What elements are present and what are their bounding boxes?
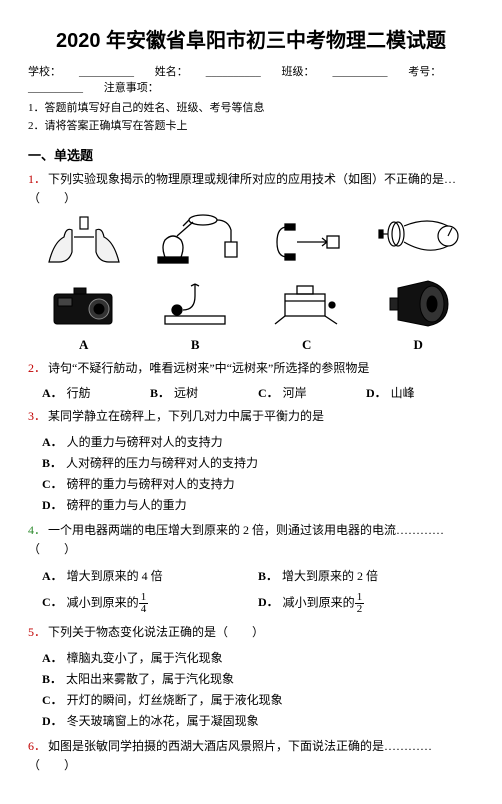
q2-stem: 诗句“不疑行舫动，唯看远树来”中“远树来”所选择的参照物是 [48, 361, 369, 375]
examno-line: __________ [28, 82, 83, 94]
q4-opt-b: B．增大到原来的 2 倍 [258, 567, 474, 584]
school-label: 学校： [28, 66, 61, 78]
figure-a-top [39, 209, 129, 269]
question-3: 3．某同学静立在磅秤上，下列几对力中属于平衡力的是 [28, 407, 474, 426]
question-6: 6．如图是张敏同学拍摄的西湖大酒店风景照片，下面说法正确的是…………（ ） [28, 737, 474, 774]
q4-opt-d: D．减小到原来的12 [258, 592, 474, 615]
class-line: __________ [333, 66, 388, 78]
question-1: 1．下列实验现象揭示的物理原理或规律所对应的应用技术（如图）不正确的是…（ ） [28, 170, 474, 207]
q3-opt-a: A．人的重力与磅秤对人的支持力 [42, 433, 474, 450]
figure-c-bottom [262, 273, 352, 333]
q5-stem: 下列关于物态变化说法正确的是（ ） [48, 625, 264, 639]
meta-row: 学校： __________ 姓名： __________ 班级： _________… [28, 63, 474, 95]
question-4: 4．一个用电器两端的电压增大到原来的 2 倍，则通过该用电器的电流…………（ ） [28, 521, 474, 558]
note-1: 1．答题前填写好自己的姓名、班级、考号等信息 [28, 99, 474, 115]
figure-b-top [150, 209, 240, 269]
name-line: __________ [206, 66, 261, 78]
q2-opt-b: B．远树 [150, 384, 258, 401]
q3-options: A．人的重力与磅秤对人的支持力 B．人对磅秤的压力与磅秤对人的支持力 C．磅秤的… [42, 431, 474, 515]
q4-options-cd: C．减小到原来的14 D．减小到原来的12 [42, 590, 474, 617]
figure-a-bottom [39, 273, 129, 333]
q5-opt-a: A．樟脑丸变小了，属于汽化现象 [42, 649, 474, 666]
examno-label: 考号： [408, 66, 441, 78]
q3-opt-c: C．磅秤的重力与磅秤对人的支持力 [42, 475, 474, 492]
school-line: __________ [79, 66, 134, 78]
q4-stem-a: 一个用电器两端的电压增大到原来的 2 倍，则通过该用电器的电流 [48, 523, 396, 537]
figure-col-c: C [255, 207, 358, 353]
q1-figures: A [28, 213, 474, 353]
q5-opt-b: B．太阳出来雾散了，属于汽化现象 [42, 670, 474, 687]
q1-number: 1． [28, 172, 46, 186]
q5-opt-c: C．开灯的瞬间，灯丝烧断了，属于液化现象 [42, 691, 474, 708]
name-label: 姓名： [155, 66, 188, 78]
q4-opt-a: A．增大到原来的 4 倍 [42, 567, 258, 584]
figure-c-top [262, 209, 352, 269]
figure-col-d: D [367, 207, 470, 353]
q4-options-ab: A．增大到原来的 4 倍 B．增大到原来的 2 倍 [42, 565, 474, 586]
q1-stem: 下列实验现象揭示的物理原理或规律所对应的应用技术（如图）不正确的是…（ ） [28, 172, 456, 205]
figure-col-a: A [32, 207, 135, 353]
class-label: 班级： [282, 66, 315, 78]
q2-number: 2． [28, 361, 46, 375]
q3-number: 3． [28, 409, 46, 423]
note-2: 2．请将答案正确填写在答题卡上 [28, 117, 474, 133]
q5-opt-d: D．冬天玻璃窗上的冰花，属于凝固现象 [42, 712, 474, 729]
caution-label: 注意事项： [104, 82, 159, 94]
figure-col-b: B [144, 207, 247, 353]
figure-b-label: B [191, 337, 200, 353]
section-1-title: 一、单选题 [28, 145, 474, 164]
figure-d-top [373, 209, 463, 269]
figure-b-bottom [150, 273, 240, 333]
page-title: 2020 年安徽省阜阳市初三中考物理二模试题 [28, 24, 474, 53]
q5-number: 5． [28, 625, 46, 639]
q4-opt-c: C．减小到原来的14 [42, 592, 258, 615]
q3-opt-d: D．磅秤的重力与人的重力 [42, 496, 474, 513]
q3-stem: 某同学静立在磅秤上，下列几对力中属于平衡力的是 [48, 409, 324, 423]
question-5: 5．下列关于物态变化说法正确的是（ ） [28, 623, 474, 642]
q6-stem: 如图是张敏同学拍摄的西湖大酒店风景照片，下面说法正确的是…………（ ） [28, 739, 432, 772]
q2-opt-a: A．行舫 [42, 384, 150, 401]
q3-opt-b: B．人对磅秤的压力与磅秤对人的支持力 [42, 454, 474, 471]
q4-number: 4． [28, 523, 46, 537]
figure-c-label: C [302, 337, 311, 353]
question-2: 2．诗句“不疑行舫动，唯看远树来”中“远树来”所选择的参照物是 [28, 359, 474, 378]
q2-opt-c: C．河岸 [258, 384, 366, 401]
q2-options: A．行舫 B．远树 C．河岸 D．山峰 [42, 384, 474, 401]
figure-d-label: D [414, 337, 423, 353]
q5-options: A．樟脑丸变小了，属于汽化现象 B．太阳出来雾散了，属于汽化现象 C．开灯的瞬间… [42, 647, 474, 731]
q6-number: 6． [28, 739, 46, 753]
q2-opt-d: D．山峰 [366, 384, 474, 401]
figure-d-bottom [373, 273, 463, 333]
figure-a-label: A [79, 337, 88, 353]
